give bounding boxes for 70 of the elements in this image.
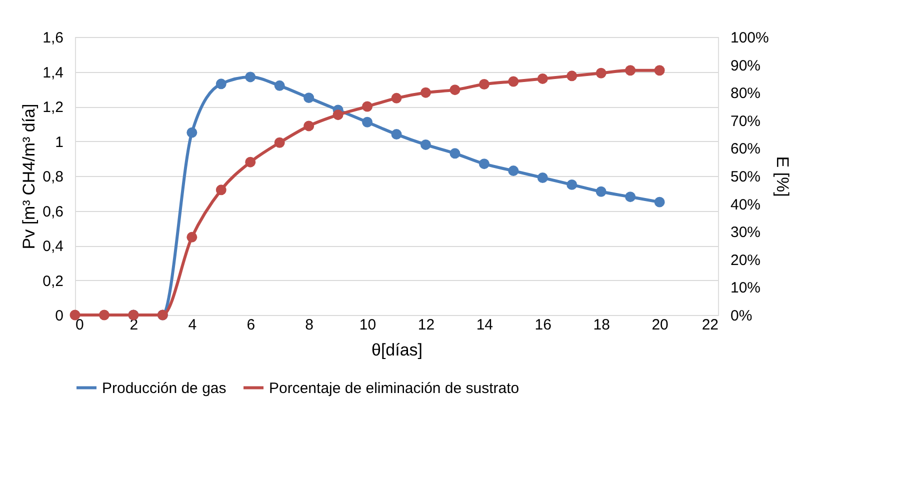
point — [596, 68, 606, 78]
point — [274, 137, 285, 148]
y2-tick-label: 80% — [730, 85, 761, 102]
point — [508, 76, 519, 87]
point — [274, 80, 285, 91]
y2-tick-label: 90% — [730, 57, 761, 74]
point — [566, 179, 578, 190]
x-tick-label: 12 — [418, 316, 435, 334]
y-tick-label: 1,4 — [42, 64, 64, 82]
y2-axis-title: E [%] — [772, 156, 792, 197]
y2-tick-label: 100% — [730, 30, 769, 46]
x-tick-label: 14 — [476, 316, 494, 334]
x-tick-label: 18 — [593, 316, 610, 334]
legend-label: Porcentaje de eliminación de sustrato — [269, 380, 520, 397]
point — [625, 192, 636, 202]
y-axis-title: Pv [m³ CH4/m³ día] — [20, 104, 39, 250]
y-tick-label: 0,6 — [42, 203, 64, 220]
y-tick-label: 0,2 — [42, 272, 64, 290]
point — [420, 139, 431, 150]
y2-tick-label: 40% — [730, 196, 761, 214]
y-tick-label: 1 — [55, 134, 64, 151]
point — [304, 92, 314, 104]
point — [362, 101, 373, 112]
point — [216, 78, 226, 90]
x-axis-title: θ[días] — [371, 340, 423, 360]
point — [450, 148, 460, 159]
point — [654, 65, 665, 76]
point — [304, 120, 314, 132]
point — [245, 72, 256, 82]
point — [391, 92, 402, 104]
point — [654, 196, 665, 208]
point — [566, 70, 578, 82]
x-tick-label: 0 — [76, 316, 84, 334]
point — [596, 186, 606, 197]
y-tick-label: 0,4 — [42, 238, 64, 255]
x-tick-label: 8 — [305, 316, 314, 334]
y-tick-label: 1,6 — [42, 30, 64, 46]
point — [478, 158, 490, 170]
y2-tick-label: 0% — [730, 308, 752, 324]
x-tick-label: 6 — [246, 316, 256, 334]
legend-label: Producción de gas — [102, 380, 226, 397]
x-tick-label: 10 — [359, 316, 376, 334]
x-tick-label: 20 — [652, 316, 668, 334]
point — [216, 184, 226, 196]
x-tick-label: 4 — [188, 316, 197, 334]
point — [450, 84, 460, 96]
y2-tick-label: 20% — [730, 252, 761, 269]
point — [362, 116, 373, 128]
point — [508, 166, 519, 176]
y-tick-label: 0,8 — [42, 168, 64, 186]
point — [70, 310, 80, 320]
x-tick-label: 22 — [702, 316, 718, 334]
point — [625, 65, 636, 76]
point — [537, 73, 548, 84]
point — [537, 172, 548, 183]
y2-tick-label: 10% — [730, 280, 761, 297]
y2-tick-label: 60% — [730, 140, 761, 158]
point — [478, 79, 490, 90]
y2-tick-label: 70% — [730, 112, 761, 130]
y-tick-label: 1,2 — [42, 99, 64, 116]
y2-tick-label: 50% — [730, 168, 761, 186]
x-tick-label: 16 — [534, 316, 552, 334]
point — [420, 87, 431, 98]
point — [245, 156, 256, 168]
point — [332, 110, 344, 120]
point — [186, 232, 198, 242]
point — [98, 310, 110, 320]
y2-tick-label: 30% — [730, 224, 761, 242]
point — [186, 127, 198, 138]
point — [391, 129, 402, 140]
